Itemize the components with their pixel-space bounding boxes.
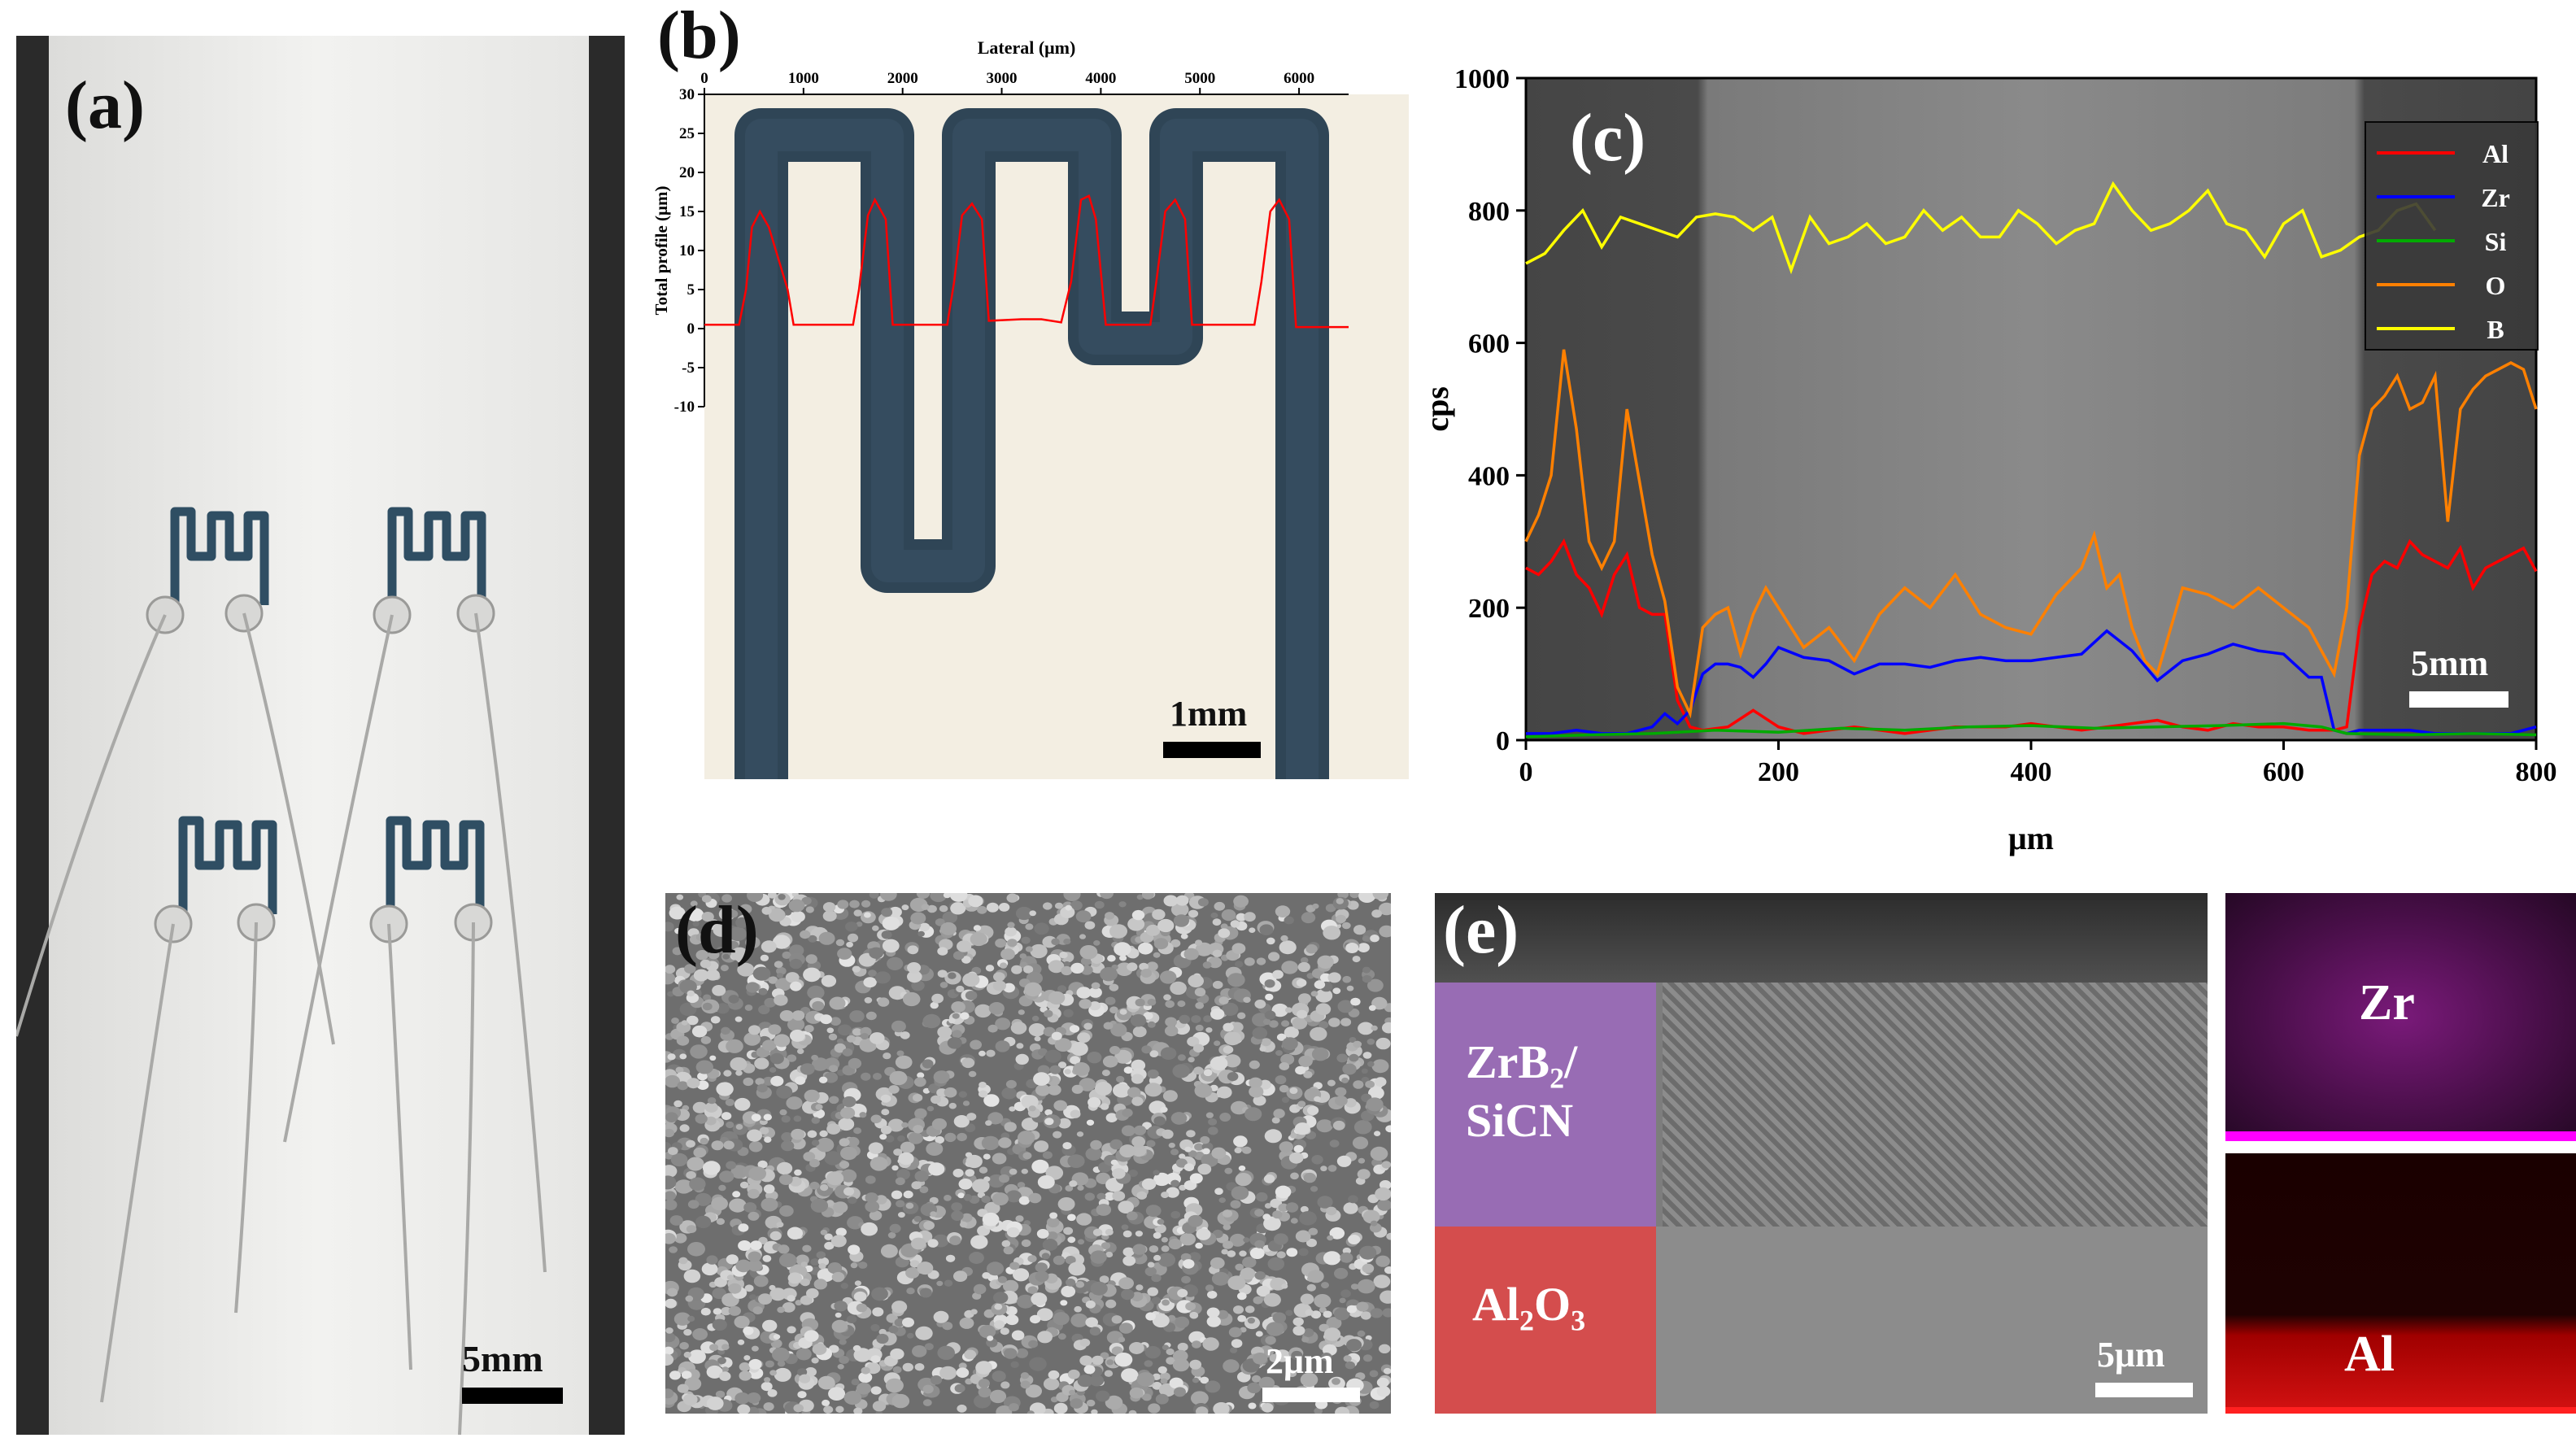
- series-line-si: [1525, 721, 2537, 739]
- scale-bar-c-label: 5mm: [2411, 643, 2489, 683]
- legend-entry-b: B: [2487, 315, 2504, 344]
- panel-d-label: (d): [675, 893, 759, 968]
- legend-box: [2365, 121, 2539, 351]
- layer-zrb2-sicn: [1435, 983, 1656, 1227]
- scale-bar-e-label: 5μm: [2097, 1335, 2165, 1375]
- sem-surface-image: [665, 893, 1391, 1414]
- y-tick-label: 30: [679, 86, 695, 103]
- layer-zrb2-sicn-label: ZrB2/ SiCN: [1466, 1036, 1577, 1147]
- scale-bar-c: [2409, 691, 2508, 708]
- x-tick-label: 6000: [1284, 70, 1314, 87]
- scale-bar-a: [462, 1388, 563, 1404]
- scale-bar-d: [1262, 1388, 1360, 1402]
- panel-c: 0 200 400 600 800 0 200 400 600 800 1000 μm cps Al Zr S…: [1415, 0, 2576, 878]
- scale-bar-d-label: 2μm: [1266, 1341, 1334, 1381]
- legend-entry-o: O: [2486, 271, 2506, 300]
- y-tick-label: -10: [674, 399, 695, 416]
- x-tick-label: 0: [700, 70, 708, 87]
- panel-b-photo: [704, 94, 1409, 779]
- legend-entry-al: Al: [2482, 139, 2508, 168]
- x-tick-label: 1000: [788, 70, 819, 87]
- panel-a-photo: (a) 5mm: [16, 36, 625, 1435]
- x-tick-label: 800: [2516, 757, 2557, 787]
- y-tick-label: 10: [679, 242, 695, 259]
- panel-b-label: (b): [657, 0, 741, 73]
- scale-bar-e: [2095, 1383, 2193, 1397]
- y-tick-label: 800: [1468, 197, 1510, 227]
- x-tick-label: 400: [2011, 757, 2052, 787]
- x-tick-label: 4000: [1085, 70, 1116, 87]
- scale-bar-b: [1163, 742, 1261, 758]
- layer-top-text: ZrB: [1466, 1035, 1550, 1088]
- scale-bar-b-label: 1mm: [1170, 694, 1248, 734]
- layer-bottom-a: Al: [1472, 1278, 1519, 1331]
- layer-bottom-sub2: 3: [1571, 1304, 1586, 1337]
- y-axis-label: cps: [1419, 386, 1455, 432]
- x-tick-label: 0: [1519, 757, 1533, 787]
- y-tick-label: 5: [687, 281, 695, 298]
- panel-b: 0 1000 2000 3000 4000 5000 6000 Lateral (μm) -10…: [643, 0, 1415, 789]
- sensor-1: [170, 507, 269, 605]
- x-tick-label: 600: [2263, 757, 2304, 787]
- eds-map-zr-label: Zr: [2359, 975, 2415, 1031]
- y-tick-label: -5: [682, 359, 695, 377]
- layer-bottom-b: O: [1534, 1278, 1571, 1331]
- scale-bar-a-label: 5mm: [462, 1338, 543, 1379]
- legend-entry-si: Si: [2485, 227, 2507, 256]
- x-tick-label: 2000: [887, 70, 918, 87]
- y-tick-label: 400: [1468, 461, 1510, 491]
- panel-a-label: (a): [65, 68, 145, 143]
- layer-al2o3: [1435, 1227, 1656, 1414]
- sensor-photo: [16, 36, 625, 1435]
- y-tick-label: 0: [687, 320, 695, 338]
- sensor-3: [178, 816, 277, 914]
- linescan-chart: 0 200 400 600 800 0 200 400 600 800 1000 μm cps Al Zr S…: [1419, 64, 2557, 856]
- layer-top-slash: /: [1564, 1035, 1578, 1088]
- series-line-b: [1525, 181, 2437, 275]
- sensor-4: [386, 816, 485, 914]
- series-line-al: [1525, 538, 2538, 735]
- x-tick-label: 200: [1758, 757, 1799, 787]
- panel-e: ZrB2/ SiCN Al2O3 (e) 5μm Zr Al: [1435, 893, 2576, 1414]
- y-tick-label: 200: [1468, 594, 1510, 624]
- x-tick-label: 3000: [987, 70, 1018, 87]
- y-tick-label: 20: [679, 164, 695, 181]
- layer-top-sub: 2: [1550, 1061, 1565, 1095]
- y-tick-label: 15: [679, 203, 695, 220]
- sensor-2: [387, 507, 486, 605]
- panel-d: (d) 2μm: [665, 893, 1391, 1414]
- panel-e-label: (e): [1443, 893, 1519, 968]
- series-line-o: [1524, 349, 2538, 719]
- layer-bottom-sub1: 2: [1519, 1304, 1534, 1337]
- y-tick-label: 25: [679, 125, 695, 142]
- x-axis-label: μm: [2008, 820, 2054, 856]
- x-axis-label: Lateral (μm): [978, 37, 1076, 58]
- y-tick-label: 600: [1468, 329, 1510, 359]
- y-tick-label: 1000: [1454, 64, 1510, 94]
- x-tick-label: 5000: [1184, 70, 1215, 87]
- eds-map-al: [2225, 1153, 2576, 1414]
- y-axis-label: Total profile (μm): [652, 186, 671, 316]
- layer-top-line2: SiCN: [1466, 1094, 1574, 1148]
- y-tick-label: 0: [1496, 726, 1510, 756]
- profile-chart: 0 1000 2000 3000 4000 5000 6000 Lateral (μm) -10…: [652, 37, 1349, 416]
- grain-texture: [665, 893, 1391, 1414]
- eds-map-zr: [2225, 893, 2576, 1141]
- panel-c-label: (c): [1570, 100, 1646, 176]
- layer-al2o3-label: Al2O3: [1472, 1277, 1585, 1338]
- legend-entry-zr: Zr: [2481, 183, 2510, 212]
- profile-series-line: [704, 194, 1349, 329]
- eds-map-al-label: Al: [2344, 1327, 2395, 1382]
